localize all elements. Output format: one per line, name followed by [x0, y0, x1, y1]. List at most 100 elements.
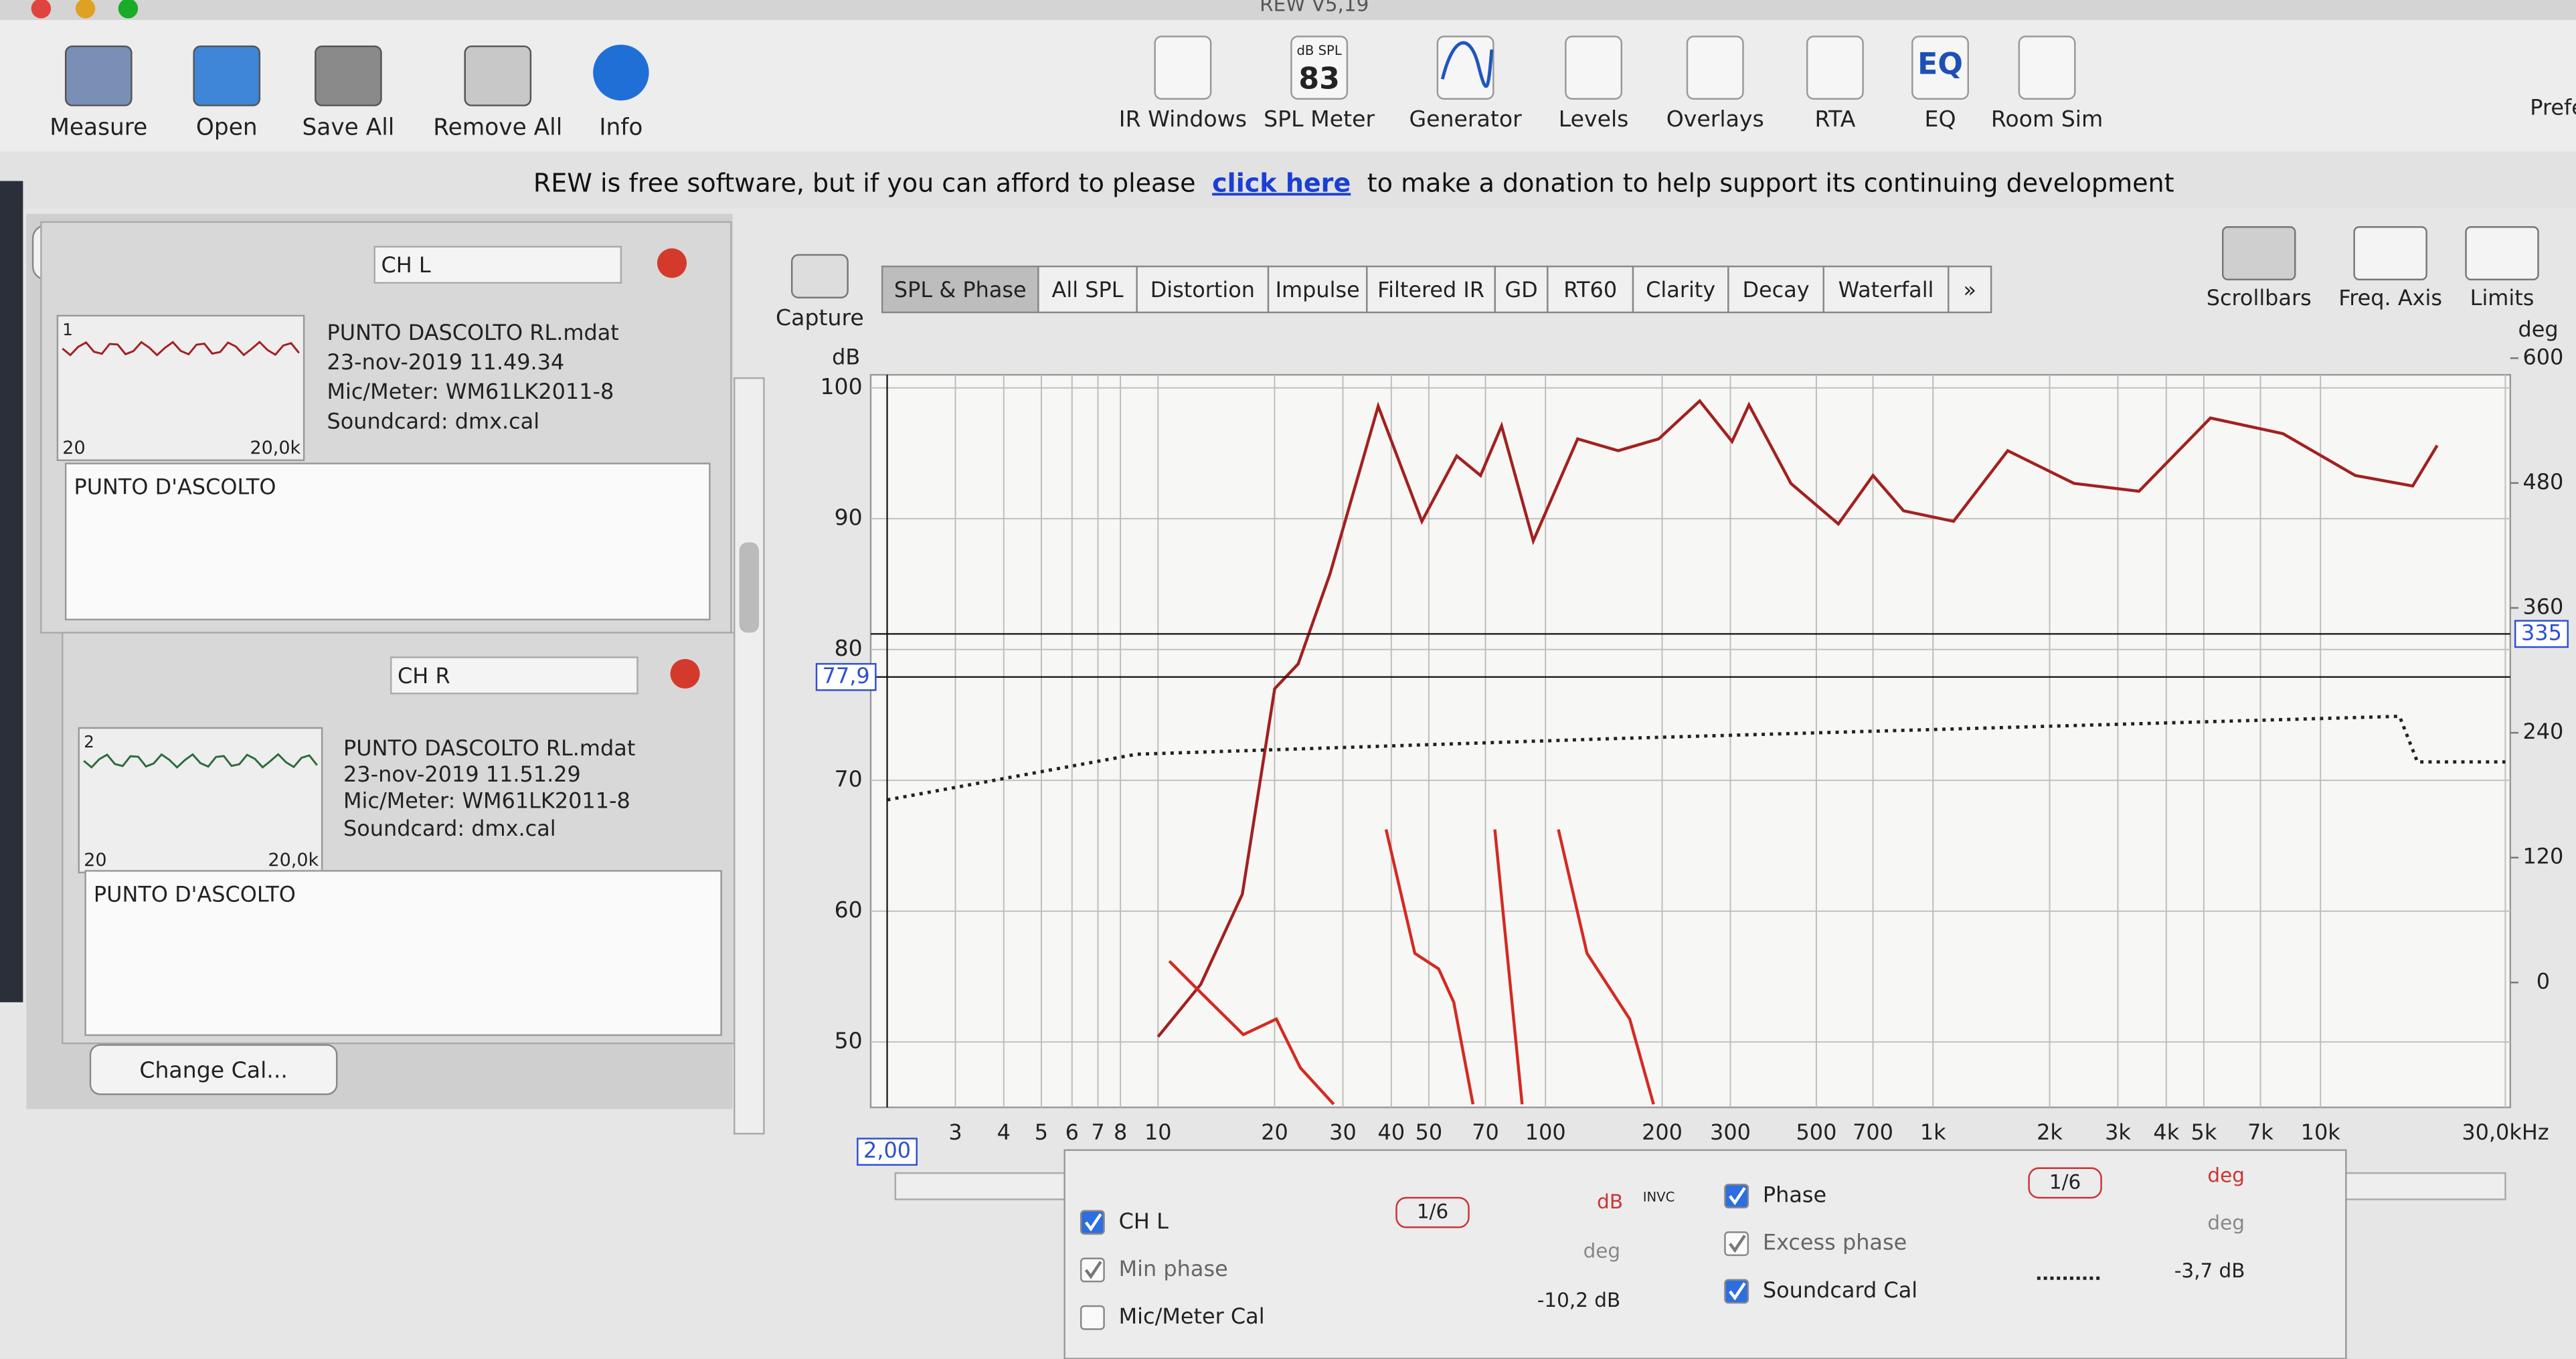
tab-label[interactable]: All SPL [1052, 277, 1124, 302]
view-icon[interactable] [2353, 225, 2427, 281]
toolbar-button[interactable]: Open [196, 114, 258, 141]
legend-label[interactable]: Phase [1763, 1182, 1826, 1208]
toolbar-button[interactable]: Levels [1559, 106, 1629, 132]
measurement-notes: PUNTO D'ASCOLTO [94, 881, 296, 907]
banner-text: REW is free software, but if you can aff… [533, 168, 1196, 197]
toolbar-icon[interactable] [1565, 35, 1623, 100]
legend-label[interactable]: Excess phase [1763, 1230, 1907, 1255]
toolbar-icon[interactable] [1290, 35, 1349, 100]
x-tick-label: 4 [997, 1119, 1011, 1145]
tab-label[interactable]: Distortion [1150, 277, 1255, 302]
toolbar-icon[interactable] [1154, 35, 1212, 100]
zoom-dot[interactable] [118, 0, 139, 19]
toolbar-button[interactable]: Remove All [433, 114, 562, 141]
tab[interactable] [1948, 265, 1992, 314]
y-tick-label: 80 [835, 635, 863, 661]
view-icon[interactable] [2465, 225, 2539, 281]
capture-icon[interactable] [790, 254, 849, 299]
offset-label: -10,2 dB [1537, 1289, 1620, 1311]
change-cal-button[interactable] [89, 1044, 338, 1095]
change-cal-label[interactable]: Change Cal... [139, 1057, 288, 1083]
toolbar-icon[interactable] [315, 45, 382, 106]
legend-label[interactable]: Mic/Meter Cal [1119, 1303, 1265, 1329]
view-button[interactable]: Freq. Axis [2338, 285, 2442, 310]
tab[interactable] [1727, 265, 1824, 314]
x-tick-label: 30,0kHz [2462, 1119, 2549, 1145]
toolbar-button[interactable]: EQ [1925, 106, 1956, 132]
smoothing-badge[interactable] [1395, 1196, 1470, 1229]
tab[interactable] [1136, 265, 1270, 314]
toolbar-icon[interactable] [1806, 35, 1864, 100]
tab[interactable] [1547, 265, 1634, 314]
scroll-thumb[interactable] [739, 542, 760, 633]
cursor-box [857, 1138, 918, 1166]
tab-label[interactable]: » [1963, 277, 1976, 302]
toolbar-icon[interactable] [193, 45, 261, 106]
banner-link[interactable]: click here [1212, 168, 1351, 197]
notes-box[interactable] [64, 462, 711, 621]
legend-label[interactable]: Min phase [1119, 1256, 1228, 1281]
y2-tick-label: 600 [2522, 344, 2563, 369]
toolbar-icon[interactable] [1911, 35, 1969, 100]
cursor-box [815, 662, 877, 691]
tab[interactable] [1632, 265, 1729, 314]
measurement-name[interactable]: CH L [381, 252, 430, 278]
panel-scrollbar[interactable] [734, 377, 765, 1135]
y-axis-label: dB [832, 345, 860, 370]
toolbar-icon[interactable] [593, 44, 649, 101]
remove-icon[interactable] [670, 658, 700, 689]
toolbar-icon[interactable] [64, 45, 133, 106]
notes-box[interactable] [84, 870, 722, 1036]
tab-label[interactable]: RT60 [1563, 277, 1617, 302]
legend-label[interactable]: Soundcard Cal [1763, 1277, 1917, 1303]
tab[interactable] [1366, 265, 1496, 314]
toolbar-button[interactable]: Measure [50, 114, 147, 141]
toolbar-button[interactable]: Save All [302, 114, 394, 141]
thumbnail-min: 20 [84, 850, 106, 871]
tab[interactable] [1037, 265, 1138, 314]
thumbnail[interactable] [56, 314, 305, 462]
minimize-dot[interactable] [75, 0, 96, 19]
toolbar-button[interactable]: Generator [1409, 106, 1523, 132]
view-button[interactable]: Scrollbars [2207, 285, 2312, 310]
tab-label[interactable]: SPL & Phase [894, 277, 1027, 302]
spl-icon-unit: dB SPL [1296, 43, 1341, 58]
toolbar-button[interactable]: RTA [1814, 106, 1855, 132]
tab-label[interactable]: Filtered IR [1377, 277, 1484, 302]
x-tick-label: 30 [1329, 1119, 1357, 1145]
name-field[interactable] [390, 656, 638, 695]
tab-label[interactable]: Impulse [1276, 277, 1360, 302]
tab-label[interactable]: Decay [1742, 277, 1809, 302]
capture-label[interactable]: Capture [776, 304, 864, 331]
tab-label[interactable]: GD [1505, 277, 1537, 302]
remove-icon[interactable] [657, 248, 687, 278]
checkbox[interactable] [1080, 1305, 1105, 1330]
x-tick-label: 5k [2191, 1119, 2217, 1145]
tab-label[interactable]: Clarity [1646, 277, 1715, 302]
toolbar-icon[interactable] [464, 45, 532, 106]
name-field[interactable] [373, 246, 622, 284]
unit-label: deg [2207, 1212, 2244, 1235]
view-button[interactable]: Limits [2470, 285, 2535, 310]
toolbar-icon[interactable] [2018, 35, 2076, 100]
toolbar-button[interactable]: Room Sim [1991, 106, 2103, 132]
toolbar-button-cut[interactable]: Prefe [2530, 94, 2576, 120]
thumbnail-min: 20 [62, 438, 85, 458]
toolbar-button[interactable]: Overlays [1666, 106, 1764, 132]
measurement-name[interactable]: CH R [398, 663, 450, 689]
spl-icon-value: 83 [1298, 62, 1339, 96]
x-tick-label: 8 [1114, 1119, 1127, 1145]
toolbar-button[interactable]: IR Windows [1119, 106, 1247, 132]
toolbar-button[interactable]: SPL Meter [1264, 106, 1375, 132]
x-tick-label: 300 [1710, 1119, 1751, 1145]
tab-label[interactable]: Waterfall [1838, 277, 1934, 302]
smoothing-badge[interactable] [2028, 1167, 2102, 1199]
close-dot[interactable] [31, 0, 52, 19]
tab[interactable] [1494, 265, 1549, 314]
unit-label: dB [1597, 1190, 1623, 1213]
toolbar-icon[interactable] [1686, 35, 1744, 100]
view-icon[interactable] [2222, 225, 2296, 281]
measurement-date: 23-nov-2019 11.49.34 [327, 349, 564, 375]
toolbar-button[interactable]: Info [599, 114, 642, 141]
legend-label[interactable]: CH L [1119, 1208, 1169, 1234]
